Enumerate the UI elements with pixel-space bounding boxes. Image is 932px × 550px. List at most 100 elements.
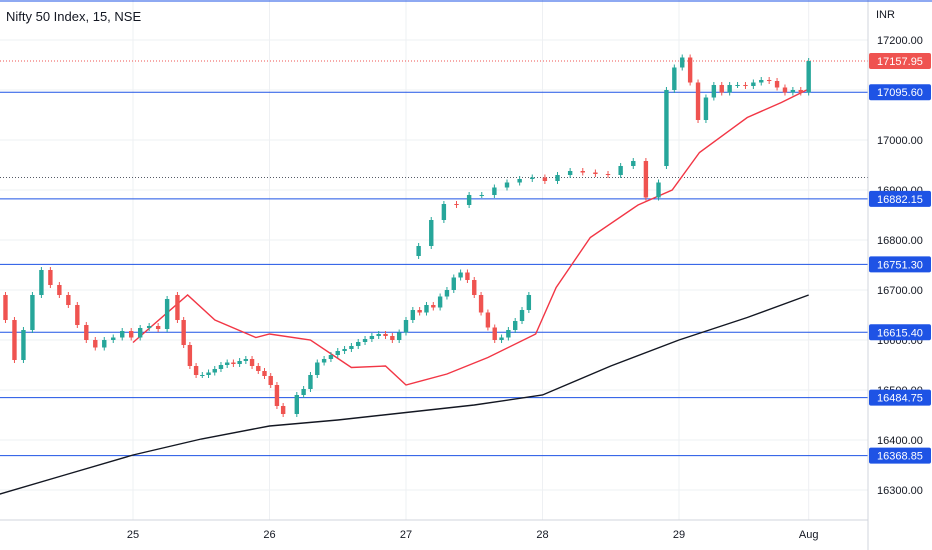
- chart-title: Nifty 50 Index, 15, NSE: [6, 9, 142, 24]
- candle-body: [478, 295, 484, 313]
- y-tick-label: 17200.00: [877, 35, 923, 47]
- candle-body: [751, 82, 756, 86]
- candle-body: [249, 359, 255, 366]
- moving-average-lines: [0, 88, 809, 495]
- x-tick-label: 28: [536, 529, 548, 541]
- level-badge: [869, 389, 931, 406]
- x-tick-label: 29: [673, 529, 685, 541]
- price-badges: 17095.60 16882.15 16751.30 16615.40 16484.75…: [869, 53, 931, 464]
- candle-body: [605, 174, 611, 175]
- candle-body: [349, 346, 354, 349]
- candle-body: [129, 331, 134, 338]
- x-tick-label: Aug: [799, 529, 819, 541]
- candle-body: [424, 305, 429, 313]
- candle-body: [513, 321, 518, 330]
- candle-body: [155, 326, 161, 329]
- candle-body: [274, 385, 280, 406]
- sma_fast-line: [132, 88, 809, 386]
- candle-body: [766, 80, 772, 81]
- grid: [0, 0, 868, 520]
- candle-body: [555, 175, 560, 181]
- level-badge: [869, 256, 931, 273]
- sma_slow-line: [0, 294, 809, 495]
- candle-body: [403, 320, 409, 333]
- candle-body: [417, 310, 422, 313]
- candle-body: [806, 61, 811, 93]
- candle-body: [656, 182, 661, 198]
- candle-body: [369, 336, 375, 339]
- x-tick-label: 27: [400, 529, 412, 541]
- candle-body: [499, 337, 504, 340]
- candle-body: [410, 310, 416, 320]
- candle-body: [342, 349, 347, 351]
- candle-body: [465, 272, 470, 280]
- horizontal-levels: [0, 91, 868, 457]
- level-badge-label: 16882.15: [877, 194, 923, 206]
- candle-body: [631, 161, 636, 166]
- candle-body: [193, 366, 199, 375]
- candle-body: [206, 372, 211, 375]
- candle-body: [21, 330, 26, 360]
- candle-body: [719, 85, 724, 93]
- candle-body: [526, 295, 532, 310]
- candle-body: [137, 328, 143, 338]
- last-price-badge-label: 17157.95: [877, 56, 923, 68]
- candle-body: [743, 85, 748, 86]
- candle-body: [175, 295, 180, 320]
- candle-body: [120, 331, 125, 338]
- candle-body: [618, 166, 623, 175]
- candle-body: [75, 305, 80, 325]
- candle-body: [3, 295, 8, 320]
- candle-body: [308, 375, 313, 389]
- candle-body: [774, 81, 780, 88]
- candle-body: [727, 85, 732, 93]
- candle-body: [164, 299, 170, 329]
- candle-body: [280, 406, 286, 414]
- candle-body: [66, 295, 71, 305]
- candle-body: [466, 195, 472, 205]
- candle-body: [492, 327, 497, 340]
- candle-body: [231, 362, 236, 364]
- level-badge: [869, 324, 931, 341]
- candle-body: [396, 332, 402, 340]
- candle-body: [48, 270, 53, 285]
- candle-body: [390, 336, 395, 340]
- candle-body: [187, 345, 193, 366]
- candle-body: [444, 290, 450, 297]
- candle-body: [735, 85, 740, 86]
- candle-body: [268, 376, 273, 385]
- candle-body: [437, 296, 443, 308]
- candle-body: [84, 325, 89, 340]
- candle-body: [181, 320, 186, 345]
- y-tick-label: 16400.00: [877, 435, 923, 447]
- dotted-levels: [0, 60, 868, 178]
- level-badge: [869, 84, 931, 101]
- candle-body: [57, 285, 62, 295]
- level-badge: [869, 190, 931, 207]
- candle-body: [454, 204, 459, 205]
- candle-body: [472, 280, 477, 295]
- candle-body: [672, 67, 677, 90]
- candle-body: [695, 82, 701, 120]
- y-tick-label: 16700.00: [877, 285, 923, 297]
- candle-body: [212, 369, 217, 373]
- candle-body: [530, 177, 535, 179]
- candle-body: [315, 362, 320, 375]
- last-price-badge: [869, 53, 931, 70]
- candle-body: [218, 365, 224, 369]
- candle-body: [567, 171, 573, 175]
- candle-body: [429, 220, 434, 246]
- candles: [3, 54, 811, 417]
- level-badge-label: 16484.75: [877, 393, 923, 405]
- candle-body: [542, 177, 548, 181]
- candle-body: [643, 161, 649, 198]
- y-tick-label: 16300.00: [877, 485, 923, 497]
- candle-body: [711, 85, 717, 98]
- candle-body: [224, 362, 230, 365]
- candle-body: [416, 246, 421, 256]
- candle-body: [431, 305, 436, 308]
- candle-body: [237, 361, 242, 364]
- candle-body: [517, 179, 522, 183]
